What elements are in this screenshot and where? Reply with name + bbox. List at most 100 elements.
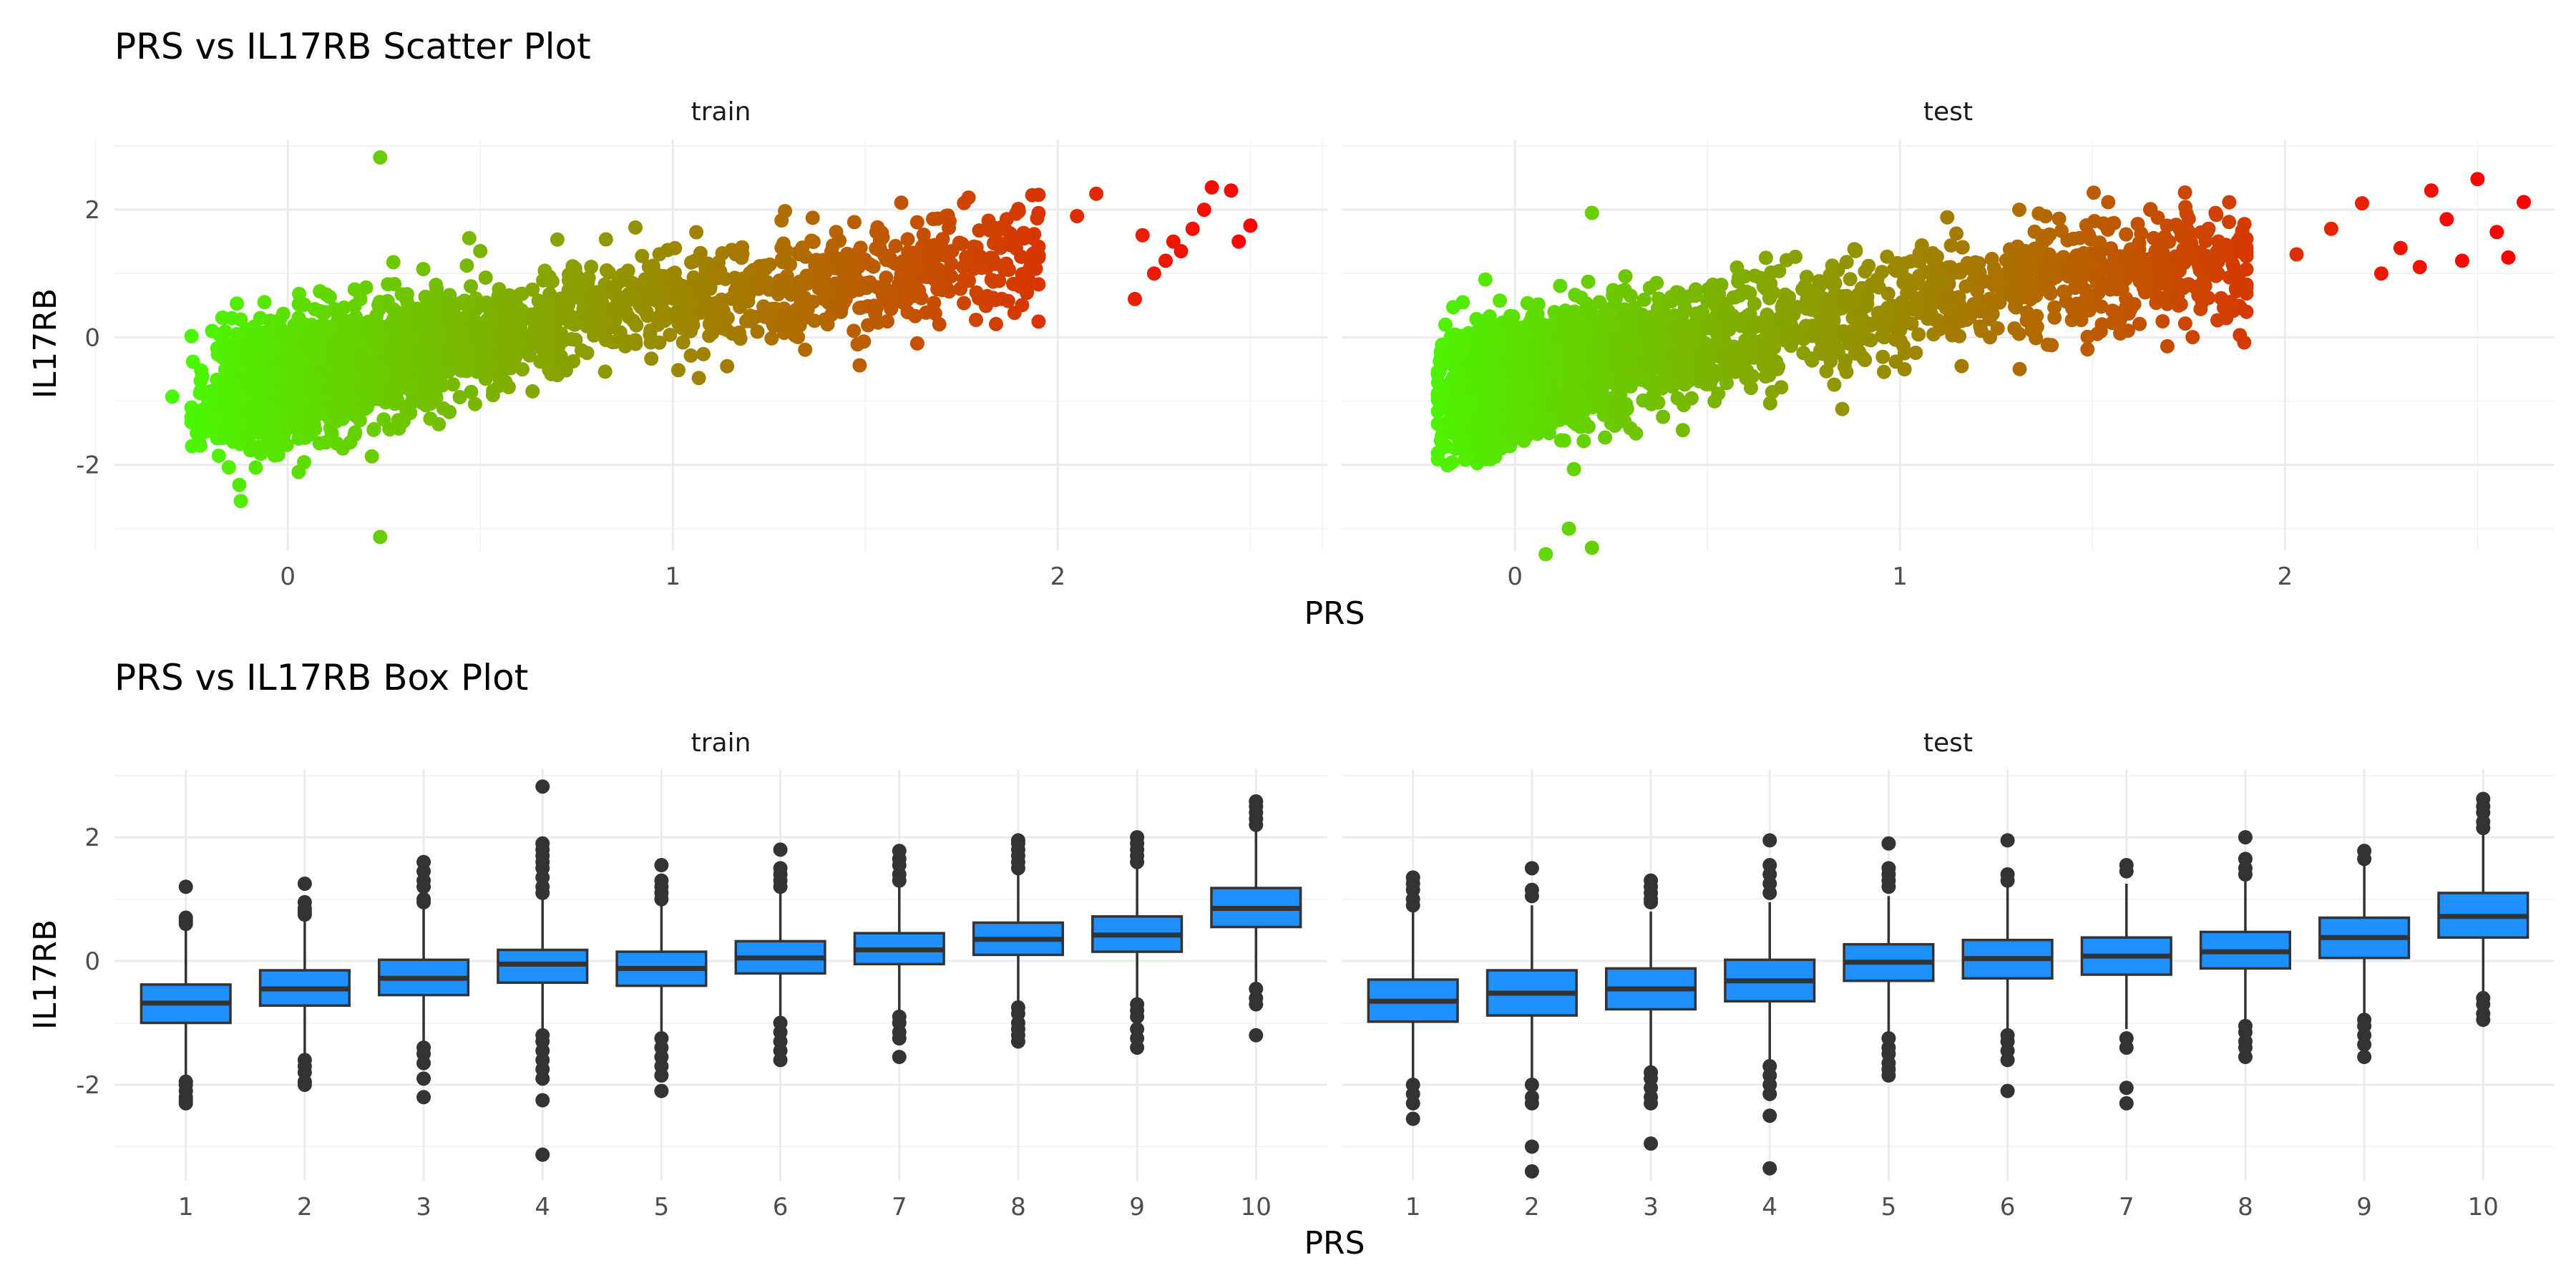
scatter-point (2181, 277, 2196, 292)
scatter-point (806, 235, 821, 249)
scatter-point (1954, 358, 1969, 374)
scatter-point (696, 346, 711, 361)
scatter-point (831, 251, 846, 266)
scatter-point (431, 416, 447, 431)
scatter-point (1876, 364, 1891, 379)
scatter-point (303, 426, 318, 441)
scatter-point (1911, 327, 1926, 342)
scatter-point (1704, 281, 1719, 296)
scatter-point (1747, 268, 1762, 283)
scatter-point (259, 384, 274, 399)
scatter-point (1430, 416, 1445, 431)
scatter-point (221, 460, 236, 475)
scatter-point (2039, 231, 2054, 246)
scatter-point (1576, 434, 1591, 449)
scatter-point (776, 236, 791, 251)
scatter-point (581, 270, 596, 286)
scatter-point (916, 228, 931, 242)
scatter-point (2108, 305, 2122, 320)
scatter-point (792, 274, 807, 289)
scatter-point (238, 348, 253, 363)
scatter-point (248, 460, 263, 475)
scatter-point (909, 336, 924, 351)
scatter-point (628, 220, 643, 235)
scatter-point (212, 327, 227, 342)
scatter-point (1581, 274, 1596, 289)
scatter-point (660, 243, 675, 258)
scatter-point (900, 232, 915, 247)
scatter-point (702, 328, 717, 343)
scatter-point (1824, 275, 1839, 291)
scatter-point (563, 308, 578, 323)
scatter-point (1729, 260, 1745, 275)
scatter-point (648, 270, 663, 286)
scatter-point (698, 302, 713, 317)
scatter-point (211, 448, 226, 463)
scatter-point (2223, 294, 2238, 309)
scatter-point (2041, 284, 2056, 299)
scatter-point (1007, 306, 1022, 321)
scatter-point (817, 288, 831, 303)
scatter-point (444, 342, 459, 357)
scatter-point (353, 292, 368, 307)
scatter-point (537, 263, 552, 278)
scatter-point (1677, 301, 1692, 316)
facet-strip-label: train (691, 97, 751, 127)
scatter-point (1547, 305, 1562, 320)
scatter-point (492, 379, 507, 394)
scatter-point (1656, 409, 1671, 424)
scatter-point (675, 335, 691, 350)
scatter-point (462, 230, 477, 245)
scatter-point (362, 371, 377, 386)
scatter-point (254, 355, 268, 370)
scatter-point (839, 262, 854, 277)
scatter-point (884, 295, 899, 310)
scatter-point (1031, 187, 1046, 203)
scatter-point (391, 421, 406, 436)
scatter-point (1135, 228, 1150, 243)
x-tick-label: 2 (2278, 562, 2293, 591)
scatter-point (613, 325, 628, 340)
x-tick-label: 1 (665, 562, 680, 591)
scatter-point (927, 296, 942, 311)
scatter-point (399, 372, 414, 387)
scatter-point (1566, 462, 1581, 477)
scatter-point (1146, 266, 1161, 281)
scatter-point (1943, 238, 1958, 253)
scatter-point (267, 345, 282, 360)
scatter-point (1884, 303, 1899, 318)
scatter-point (1984, 251, 1999, 266)
scatter-point (1495, 432, 1510, 447)
scatter-point (491, 345, 506, 360)
scatter-point (888, 238, 903, 253)
scatter-point (1949, 226, 1963, 241)
scatter-point (650, 317, 665, 332)
scatter-point (1031, 314, 1046, 329)
scatter-point (576, 301, 591, 316)
scatter-point (894, 195, 909, 210)
scatter-point (746, 263, 761, 278)
scatter-point (1931, 313, 1945, 328)
scatter-point (459, 258, 474, 273)
scatter-point (927, 250, 942, 265)
scatter-point (473, 243, 488, 258)
scatter-point (817, 312, 832, 327)
scatter-point (185, 401, 200, 416)
scatter-point (610, 275, 625, 291)
scatter-point (372, 301, 387, 316)
scatter-point (1897, 362, 1912, 376)
scatter-point (1731, 274, 1746, 289)
scatter-point (809, 253, 824, 268)
scatter-point (434, 325, 449, 340)
scatter-point (643, 335, 658, 350)
scatter-point (453, 296, 468, 311)
scatter-point (1877, 330, 1892, 345)
scatter-point (1028, 261, 1043, 276)
scatter-x-axis-label: PRS (1304, 595, 1365, 632)
scatter-point (584, 260, 599, 274)
scatter-point (1815, 346, 1830, 361)
scatter-point (268, 333, 283, 348)
scatter-point (587, 328, 602, 343)
scatter-point (255, 415, 270, 430)
scatter-point (428, 387, 443, 402)
